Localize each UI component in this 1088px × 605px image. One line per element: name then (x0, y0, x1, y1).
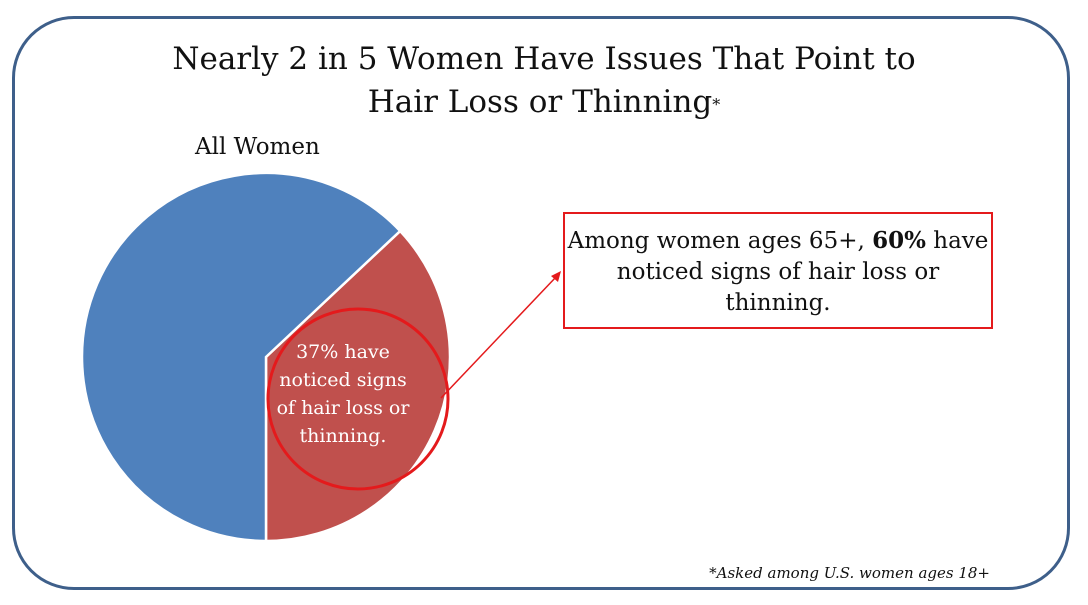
page-title: Nearly 2 in 5 Women Have Issues That Poi… (0, 38, 1088, 124)
title-line-2: Hair Loss or Thinning* (0, 81, 1088, 124)
title-line-1: Nearly 2 in 5 Women Have Issues That Poi… (172, 41, 916, 77)
title-line-2-text: Hair Loss or Thinning (367, 84, 713, 120)
callout-arrow-line (440, 276, 557, 399)
pie-slice-hair-loss (264, 229, 452, 543)
callout-highlight: 60% (872, 227, 926, 254)
callout-arrowhead (551, 271, 561, 282)
pie-slices (80, 171, 452, 543)
callout-text-before: Among women ages 65+, (567, 228, 873, 254)
title-footnote-marker: * (712, 95, 721, 114)
footnote: *Asked among U.S. women ages 18+ (709, 564, 990, 582)
callout-box: Among women ages 65+, 60% have noticed s… (563, 212, 993, 329)
callout-text-after: have noticed signs of hair loss or thinn… (616, 228, 989, 316)
slice-label-line-1: 37% have (296, 341, 390, 363)
pie-slice-remaining (80, 171, 402, 543)
slice-label-line-3: of hair loss or (276, 397, 410, 419)
slice-label-line-2: noticed signs (279, 369, 407, 391)
slice-label-percentage: 37% have noticed signs of hair loss or t… (268, 338, 418, 450)
slice-label-line-4: thinning. (299, 425, 387, 447)
pie-chart-title: All Women (195, 134, 320, 160)
highlight-circle (266, 307, 450, 491)
